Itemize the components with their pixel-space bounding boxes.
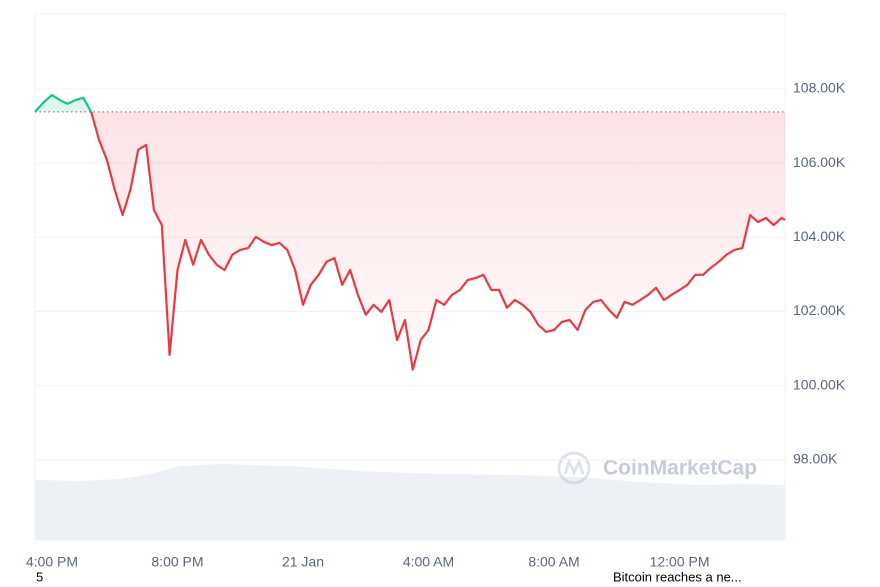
x-tick-label: 12:00 PM: [650, 554, 710, 570]
watermark-logo: [557, 451, 591, 485]
y-tick-label: 100.00K: [793, 376, 846, 392]
x-tick-label: 8:00 PM: [151, 554, 203, 570]
annotation: 5: [36, 569, 43, 584]
x-tick-label: 21 Jan: [282, 554, 324, 570]
y-tick-label: 98.00K: [793, 451, 838, 467]
annotation: Bitcoin reaches a ne...: [613, 569, 742, 584]
y-tick-label: 106.00K: [793, 154, 846, 170]
y-tick-label: 104.00K: [793, 228, 846, 244]
price-line: [34, 93, 786, 371]
y-tick-label: 102.00K: [793, 302, 846, 318]
x-tick-label: 4:00 PM: [26, 554, 78, 570]
y-tick-label: 108.00K: [793, 80, 846, 96]
volume-area: [35, 464, 785, 540]
watermark: CoinMarketCap: [603, 457, 757, 480]
price-area: [35, 94, 785, 370]
x-tick-label: 4:00 AM: [403, 554, 454, 570]
x-tick-label: 8:00 AM: [528, 554, 579, 570]
